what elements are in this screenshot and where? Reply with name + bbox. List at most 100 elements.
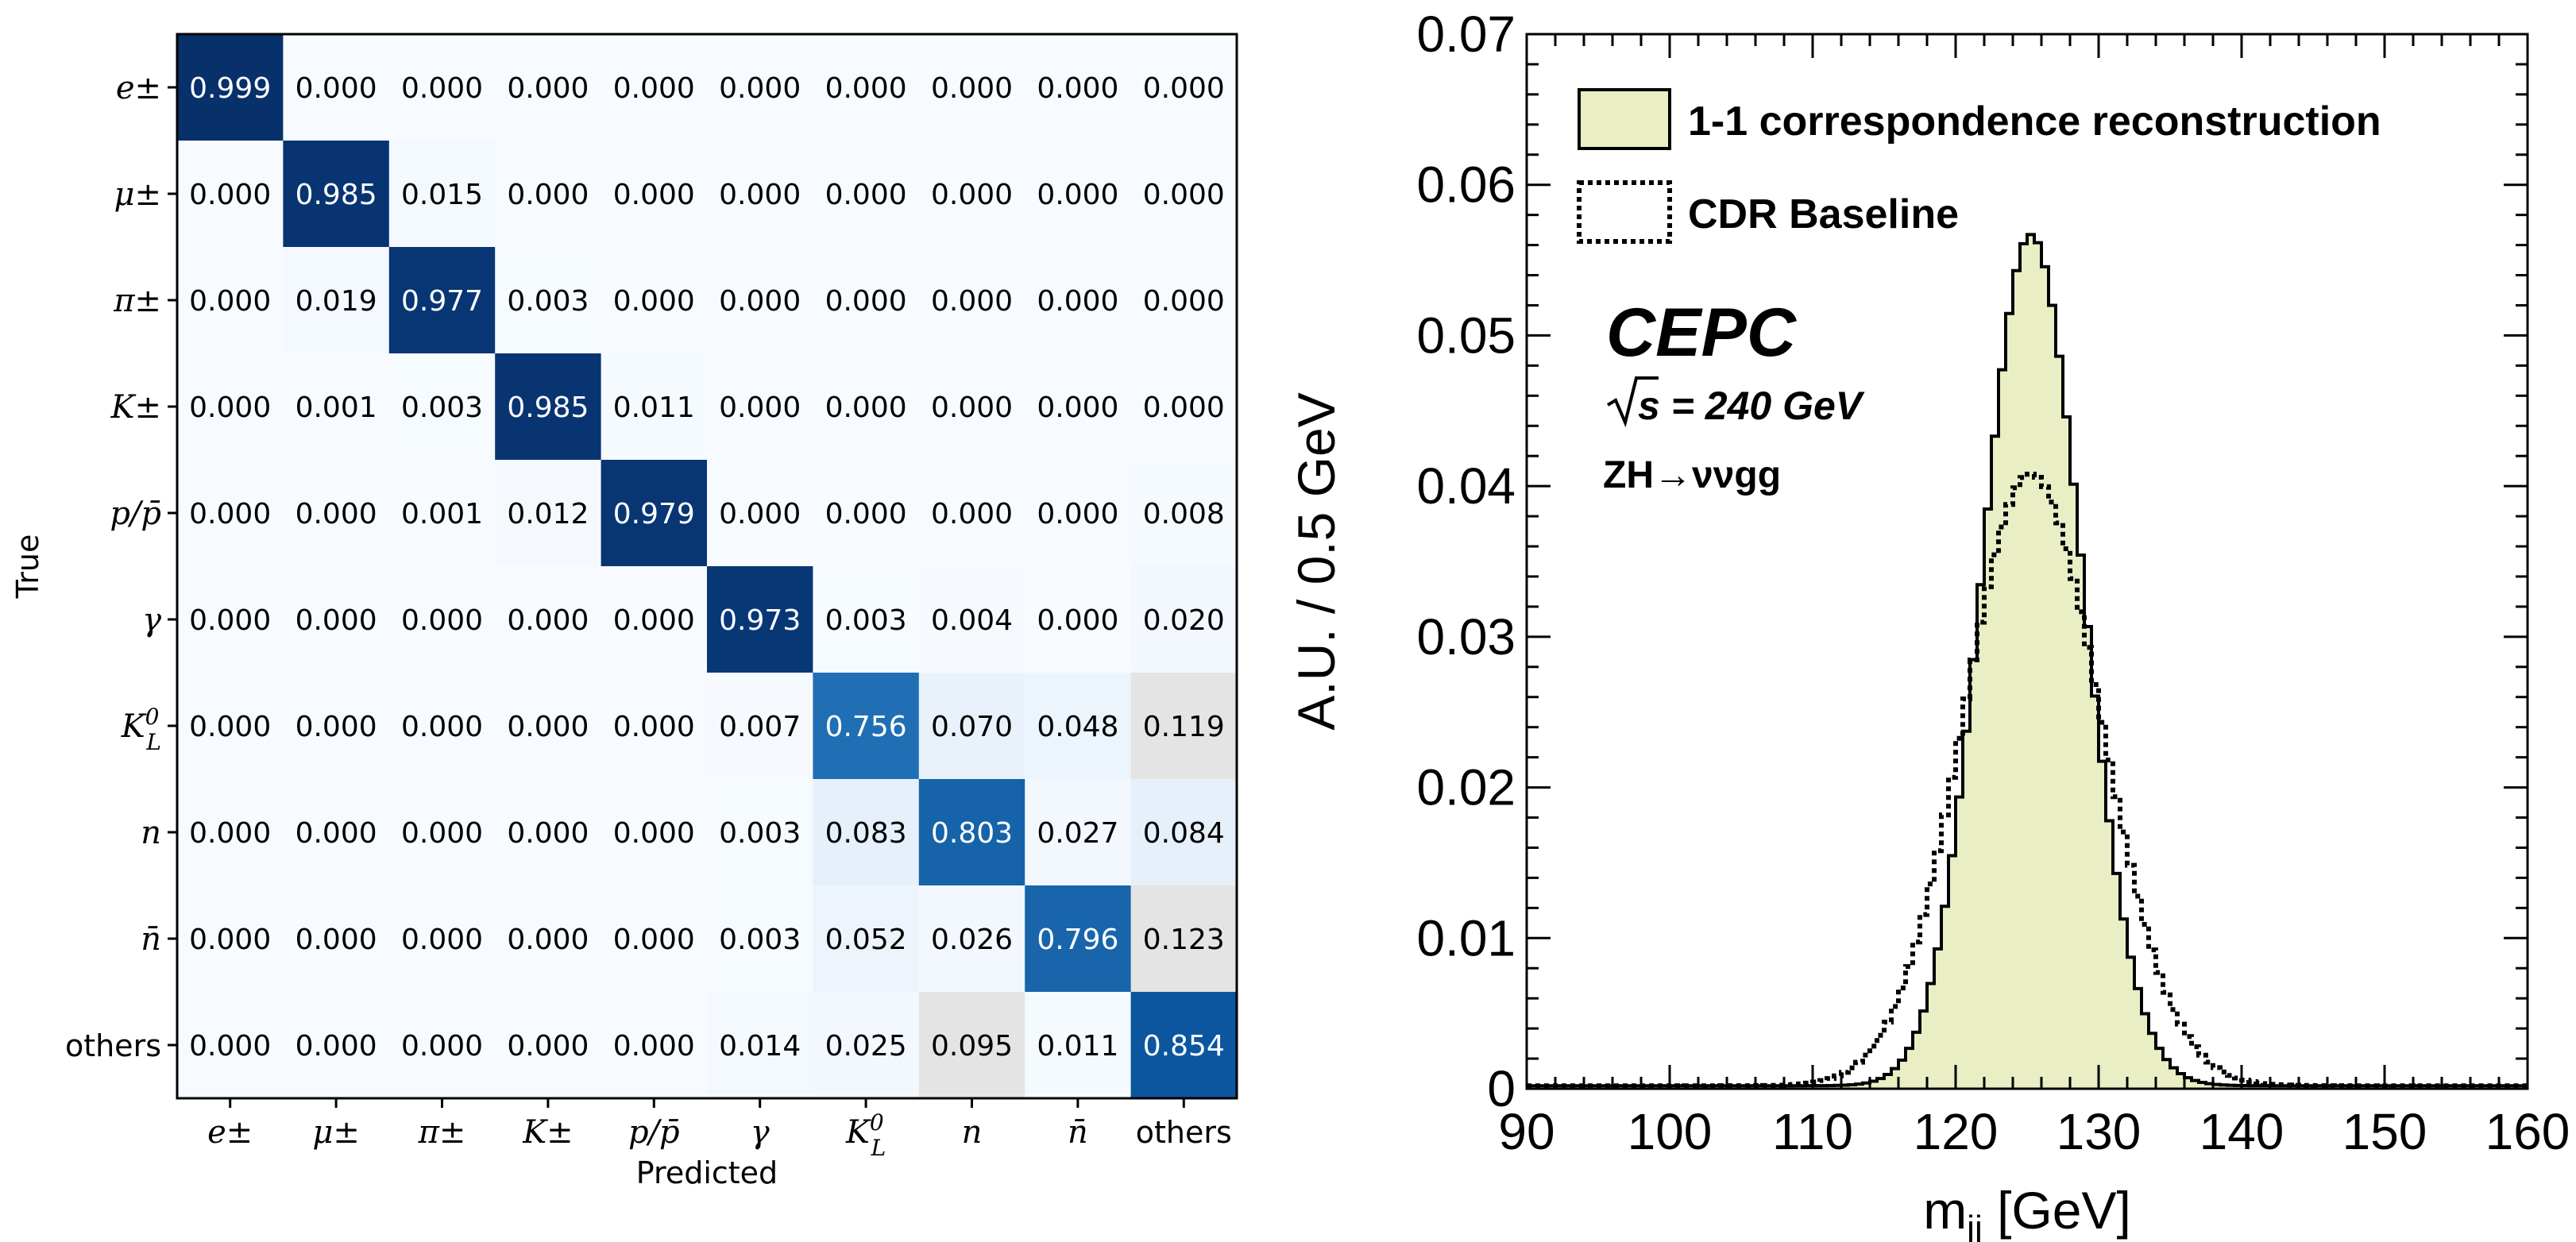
- x-tick-label: K±: [522, 1114, 573, 1151]
- experiment-label: CEPC: [1606, 295, 1798, 371]
- matrix-cell-value: 0.000: [1037, 392, 1118, 424]
- matrix-cell-value: 0.007: [719, 711, 801, 743]
- matrix-cell-value: 0.001: [295, 392, 377, 424]
- matrix-cell: [813, 353, 920, 461]
- matrix-cell-value: 0.000: [613, 72, 695, 105]
- matrix-cell: [1130, 141, 1238, 248]
- matrix-cell-value: 0.000: [1037, 285, 1118, 318]
- matrix-cell-value: 0.000: [189, 285, 271, 318]
- matrix-cell: [283, 566, 390, 673]
- matrix-cell: [177, 673, 284, 780]
- matrix-cell-value: 0.000: [1143, 179, 1225, 211]
- matrix-cell-value: 0.119: [1143, 711, 1225, 743]
- matrix-cell: [1130, 992, 1238, 1099]
- x-tick-label: 100: [1628, 1103, 1713, 1160]
- matrix-cell-value: 0.985: [295, 179, 377, 211]
- matrix-cell: [813, 992, 920, 1099]
- matrix-cell: [918, 779, 1025, 886]
- reco-fill-area: [1527, 234, 2528, 1089]
- matrix-cell: [495, 673, 602, 780]
- matrix-cell-value: 0.000: [719, 179, 801, 211]
- legend-label-reco: 1-1 correspondence reconstruction: [1688, 98, 2381, 145]
- matrix-cell-value: 0.000: [613, 285, 695, 318]
- matrix-cell-value: 0.000: [295, 72, 377, 105]
- y-tick-label: γ: [142, 602, 161, 638]
- matrix-cell-value: 0.000: [295, 604, 377, 637]
- x-tick-label: π±: [418, 1114, 466, 1151]
- matrix-cell: [283, 247, 390, 354]
- matrix-cell-value: 0.123: [1143, 924, 1225, 956]
- matrix-cell-value: 0.000: [507, 711, 589, 743]
- matrix-cell-value: 0.000: [189, 498, 271, 530]
- matrix-cell-value: 0.000: [719, 285, 801, 318]
- matrix-cell-value: 0.000: [931, 72, 1013, 105]
- y-tick-label: e±: [116, 70, 161, 106]
- matrix-cell: [388, 141, 496, 248]
- matrix-cell: [1025, 460, 1132, 567]
- matrix-cell: [1130, 566, 1238, 673]
- matrix-cell: [601, 34, 708, 141]
- matrix-cell: [1130, 460, 1238, 567]
- matrix-cell-value: 0.000: [931, 498, 1013, 530]
- matrix-cell: [283, 353, 390, 461]
- matrix-cell-value: 0.000: [825, 72, 907, 105]
- matrix-cell-value: 0.000: [825, 285, 907, 318]
- matrix-cell-value: 0.003: [507, 285, 589, 318]
- matrix-cell: [495, 34, 602, 141]
- matrix-cell: [177, 247, 284, 354]
- mass-histogram: 90 100 110 120 130 140 150 160 0 0.01 0.02 0.03 0.0…: [1287, 6, 2570, 1242]
- matrix-cell-value: 0.027: [1037, 817, 1118, 850]
- matrix-cell-value: 0.803: [931, 817, 1013, 850]
- matrix-cell: [707, 992, 813, 1099]
- matrix-cell: [707, 885, 813, 993]
- matrix-cell: [177, 353, 284, 461]
- matrix-cell-value: 0.000: [401, 711, 483, 743]
- x-tick-label: 90: [1498, 1103, 1554, 1160]
- matrix-cell-value: 0.000: [189, 924, 271, 956]
- matrix-cell: [1130, 885, 1238, 993]
- matrix-cell-value: 0.008: [1143, 498, 1225, 530]
- matrix-cell-value: 0.000: [1143, 285, 1225, 318]
- matrix-cell-value: 0.000: [189, 817, 271, 850]
- matrix-cell-value: 0.000: [401, 1030, 483, 1063]
- matrix-cell: [388, 460, 496, 567]
- matrix-cell: [388, 673, 496, 780]
- matrix-cell: [918, 885, 1025, 993]
- y-tick-label: μ±: [114, 176, 161, 213]
- matrix-cell: [283, 885, 390, 993]
- histogram-x-tick-labels: 90 100 110 120 130 140 150 160: [1498, 1103, 2570, 1160]
- energy-label: s = 240 GeV: [1606, 376, 1865, 428]
- matrix-cell: [601, 673, 708, 780]
- matrix-cell: [813, 779, 920, 886]
- matrix-cell-value: 0.000: [719, 392, 801, 424]
- matrix-cell: [1025, 566, 1132, 673]
- x-tick-label: 110: [1772, 1103, 1853, 1160]
- confusion-matrix-x-ticks: e± μ± π± K± p/p̄ γ K0 L n n̄ others: [207, 1098, 1232, 1161]
- matrix-cell-value: 0.003: [825, 604, 907, 637]
- matrix-cell: [1130, 34, 1238, 141]
- matrix-cell: [813, 885, 920, 993]
- matrix-cell: [813, 141, 920, 248]
- matrix-cell: [601, 247, 708, 354]
- matrix-cell: [388, 34, 496, 141]
- x-tick-label: others: [1136, 1115, 1232, 1150]
- matrix-cell-value: 0.003: [719, 817, 801, 850]
- matrix-cell: [177, 779, 284, 886]
- matrix-cell: [918, 34, 1025, 141]
- matrix-cell-value: 0.977: [401, 285, 483, 318]
- legend-label-cdr: CDR Baseline: [1688, 191, 1959, 237]
- matrix-cell: [813, 34, 920, 141]
- y-axis-label: A.U. / 0.5 GeV: [1287, 392, 1346, 731]
- x-tick-label: K0 L: [845, 1109, 886, 1161]
- matrix-cell: [601, 353, 708, 461]
- matrix-cell: [813, 673, 920, 780]
- matrix-cell-value: 0.999: [189, 72, 271, 105]
- matrix-cell-value: 0.000: [931, 392, 1013, 424]
- y-tick-label: p/p̄: [110, 496, 161, 532]
- matrix-cell-value: 0.000: [613, 924, 695, 956]
- matrix-cell: [918, 247, 1025, 354]
- matrix-cell-value: 0.000: [931, 179, 1013, 211]
- matrix-cell-value: 0.000: [295, 498, 377, 530]
- matrix-cell: [707, 34, 813, 141]
- matrix-cell: [918, 566, 1025, 673]
